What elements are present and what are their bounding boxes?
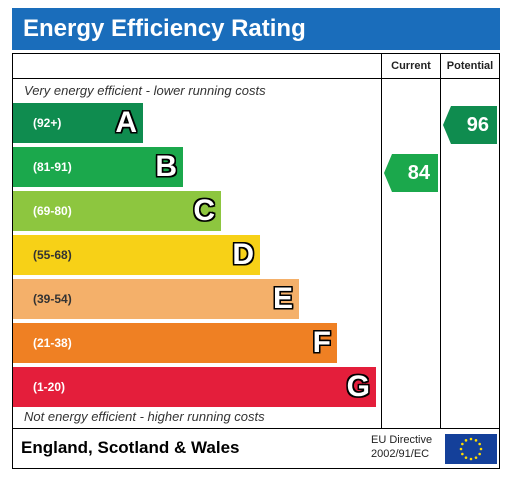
divider-potential [440, 54, 441, 428]
band-letter: C [193, 194, 215, 227]
header-divider [13, 78, 499, 79]
band-range: (55-68) [33, 248, 72, 262]
band-b: (81-91) B [13, 147, 183, 187]
current-rating-arrow: 84 [384, 154, 438, 192]
footer-divider [13, 428, 499, 429]
region-label: England, Scotland & Wales [21, 438, 240, 457]
band-range: (39-54) [33, 292, 72, 306]
band-e: (39-54) E [13, 279, 299, 319]
eu-star-icon [469, 437, 473, 441]
eu-directive-line1: EU Directive [371, 434, 433, 446]
eu-directive-line2: 2002/91/EC [371, 448, 430, 460]
band-range: (1-20) [33, 380, 66, 394]
eu-star-icon [464, 439, 468, 442]
header-bar: Energy Efficiency Rating [12, 8, 500, 50]
eu-star-icon [461, 442, 464, 446]
potential-arrow-shape [443, 106, 497, 144]
band-range: (81-91) [33, 160, 72, 174]
eu-flag-icon [445, 434, 497, 464]
eu-star-icon [478, 442, 481, 446]
column-potential: Potential [446, 60, 494, 72]
band-letter: F [312, 326, 331, 359]
band-range: (21-38) [33, 336, 72, 350]
band-d: (55-68) D [13, 235, 260, 275]
eu-star-icon [469, 457, 473, 461]
band-g: (1-20) G [13, 367, 376, 407]
band-f: (21-38) F [13, 323, 337, 363]
rating-chart: Current Potential Very energy efficient … [12, 53, 500, 469]
eu-star-icon [478, 452, 481, 456]
eu-star-icon [474, 439, 478, 442]
band-letter: E [272, 282, 293, 315]
band-letter: D [232, 238, 254, 271]
potential-rating-arrow: 96 [443, 106, 497, 144]
band-letter: B [155, 150, 177, 183]
band-range: (69-80) [33, 204, 72, 218]
band-c: (69-80) C [13, 191, 221, 231]
top-caption: Very energy efficient - lower running co… [24, 83, 266, 98]
column-current: Current [391, 60, 431, 72]
potential-rating-value: 96 [466, 114, 489, 136]
eu-star-icon [461, 452, 464, 456]
eu-star-icon [464, 456, 468, 459]
bottom-caption: Not energy efficient - higher running co… [24, 409, 265, 424]
divider-current [381, 54, 382, 428]
page-title: Energy Efficiency Rating [23, 15, 306, 42]
band-a: (92+) A [13, 103, 143, 143]
band-letter: A [115, 106, 137, 139]
band-range: (92+) [33, 116, 62, 130]
eu-star-icon [479, 447, 483, 451]
eu-directive: EU Directive 2002/91/EC [371, 433, 432, 461]
eu-star-icon [474, 456, 478, 459]
current-rating-value: 84 [407, 162, 430, 184]
current-arrow-shape [384, 154, 438, 192]
eu-star-icon [459, 447, 463, 451]
band-letter: G [346, 370, 370, 403]
